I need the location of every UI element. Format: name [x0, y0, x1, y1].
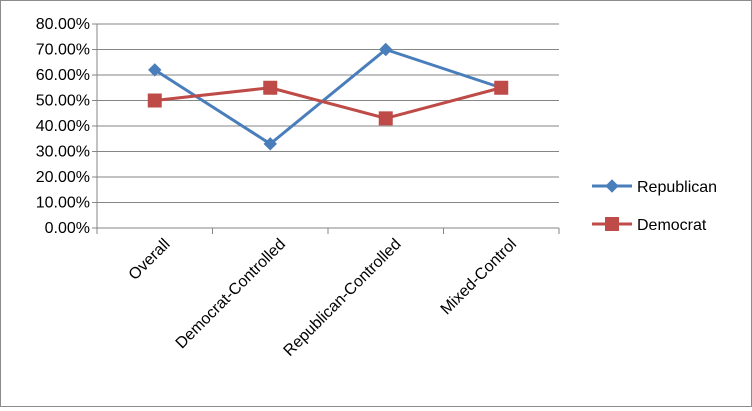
x-tick-label: Mixed-Control: [438, 236, 520, 318]
series-line-democrat: [154, 86, 502, 120]
y-axis-tick-labels: 0.00% 10.00% 20.00% 30.00% 40.00% 50.00% 60.00…: [36, 16, 90, 237]
legend-label: Republican: [637, 179, 717, 196]
x-axis-tick-labels: Overall Democrat-ControlledRepublican-Con…: [126, 236, 520, 360]
diamond-marker: [263, 137, 277, 151]
diamond-marker: [379, 42, 393, 57]
axes: [92, 23, 560, 234]
y-tick-label: 20.00%: [36, 169, 90, 186]
y-tick-label: 70.00%: [36, 42, 90, 59]
x-tick-label: Overall: [126, 236, 174, 284]
diamond-marker: [605, 179, 619, 193]
y-tick-label: 30.00%: [36, 144, 90, 161]
series-line-republican: [153, 48, 502, 146]
y-tick-label: 50.00%: [36, 93, 90, 110]
x-tick-label: Democrat-Controlled: [173, 236, 289, 352]
legend: Republican Democrat: [592, 179, 717, 234]
y-tick-label: 40.00%: [36, 118, 90, 135]
y-tick-label: 0.00%: [45, 220, 90, 237]
y-tick-label: 10.00%: [36, 195, 90, 212]
square-marker: [378, 111, 393, 126]
y-tick-label: 80.00%: [36, 16, 90, 33]
square-marker: [263, 80, 278, 95]
x-tick-label: Republican-Controlled: [281, 236, 405, 360]
y-tick-label: 60.00%: [36, 67, 90, 84]
square-marker: [147, 93, 162, 108]
legend-label: Democrat: [637, 217, 707, 234]
square-marker: [494, 80, 509, 95]
diamond-marker: [148, 63, 162, 77]
series: [147, 42, 509, 151]
gridlines: [97, 23, 559, 203]
square-marker: [605, 217, 619, 231]
